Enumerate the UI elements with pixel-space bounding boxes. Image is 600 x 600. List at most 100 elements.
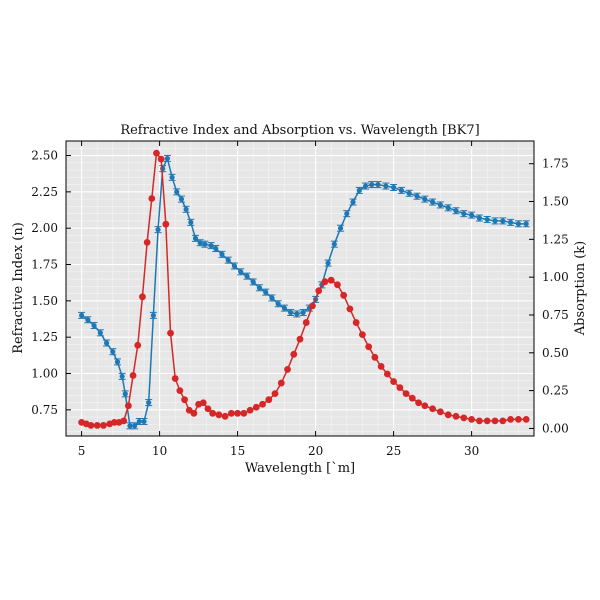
data-point (219, 251, 225, 257)
data-point (238, 269, 244, 275)
data-point (500, 218, 506, 224)
data-point (188, 219, 194, 225)
data-point (155, 227, 161, 233)
data-point (346, 305, 354, 313)
y-right-tick-label: 1.50 (542, 195, 569, 209)
data-point (523, 221, 529, 227)
data-point (124, 402, 132, 410)
data-point (269, 295, 275, 301)
data-point (143, 238, 151, 246)
data-point (429, 405, 436, 413)
data-point (337, 225, 344, 231)
data-point (281, 305, 287, 311)
data-point (167, 329, 174, 337)
data-point (129, 372, 137, 379)
data-point (356, 187, 362, 194)
data-point (225, 257, 231, 263)
data-point (371, 353, 379, 361)
data-point (79, 312, 85, 318)
data-point (315, 287, 323, 295)
data-point (499, 417, 507, 425)
y-axis-label-left: Refractive Index (n) (11, 222, 26, 354)
data-point (483, 417, 491, 425)
data-point (383, 370, 391, 378)
data-point (468, 415, 475, 423)
x-tick-label: 20 (308, 444, 323, 458)
data-point (271, 390, 279, 398)
data-point (141, 418, 147, 425)
data-point (265, 396, 273, 404)
data-point (110, 418, 118, 426)
data-point (402, 390, 410, 398)
data-point (522, 415, 530, 423)
y-right-tick-label: 1.00 (542, 270, 569, 284)
data-point (87, 422, 95, 429)
data-point (327, 276, 335, 284)
data-point (290, 350, 298, 358)
series-1 (78, 149, 530, 429)
data-point (491, 417, 499, 425)
data-point (263, 289, 269, 295)
data-point (208, 243, 214, 249)
data-point (231, 263, 238, 269)
y-axis-label-right: Absorption (k) (573, 241, 588, 336)
data-point (321, 278, 329, 286)
data-point (296, 335, 304, 343)
data-point (181, 396, 188, 404)
data-point (421, 402, 429, 410)
data-point (453, 208, 459, 214)
data-point (369, 181, 375, 188)
ticks: 5 10 15 20 25 30 0.75 1.00 1.25 1.50 1.75 2.00 2.25 2… (31, 141, 569, 458)
data-point (461, 211, 467, 217)
data-point (359, 331, 366, 339)
data-point (391, 184, 397, 191)
data-point (136, 418, 142, 425)
data-point (414, 193, 420, 199)
data-point (221, 412, 229, 420)
data-point (85, 317, 91, 323)
data-point (430, 199, 436, 205)
data-point (250, 279, 256, 285)
data-point (164, 155, 170, 162)
data-point (215, 411, 223, 419)
data-point (507, 415, 514, 423)
data-point (344, 211, 350, 217)
data-point (153, 149, 160, 157)
data-point (93, 422, 101, 429)
data-point (246, 406, 254, 414)
data-point (492, 218, 498, 224)
data-point (476, 417, 483, 425)
data-point (362, 183, 369, 189)
data-point (383, 183, 389, 189)
data-point (294, 311, 300, 317)
series-0 (78, 154, 530, 430)
data-point (171, 375, 179, 382)
data-point (422, 196, 428, 202)
data-point (515, 415, 522, 423)
data-point (309, 302, 316, 310)
data-point (114, 359, 121, 365)
y-right-tick-label: 1.25 (542, 232, 569, 246)
data-point (234, 409, 242, 417)
data-point (174, 189, 180, 195)
data-point (178, 196, 185, 202)
x-tick-label: 25 (386, 444, 401, 458)
data-point (134, 341, 142, 349)
data-point (460, 414, 468, 422)
data-point (340, 291, 348, 299)
data-point (176, 387, 184, 395)
y-right-tick-label: 0.25 (542, 384, 569, 398)
x-tick-label: 15 (230, 444, 245, 458)
data-point (100, 422, 107, 429)
data-point (277, 379, 285, 387)
data-point (183, 206, 189, 212)
data-point (120, 417, 128, 425)
data-point (244, 273, 250, 279)
data-point (350, 199, 356, 205)
data-point (275, 301, 281, 307)
data-point (227, 409, 235, 417)
y-left-tick-label: 2.25 (31, 185, 58, 199)
x-axis-label: Wavelength [`m] (245, 461, 355, 476)
y-right-tick-label: 1.75 (542, 157, 569, 171)
